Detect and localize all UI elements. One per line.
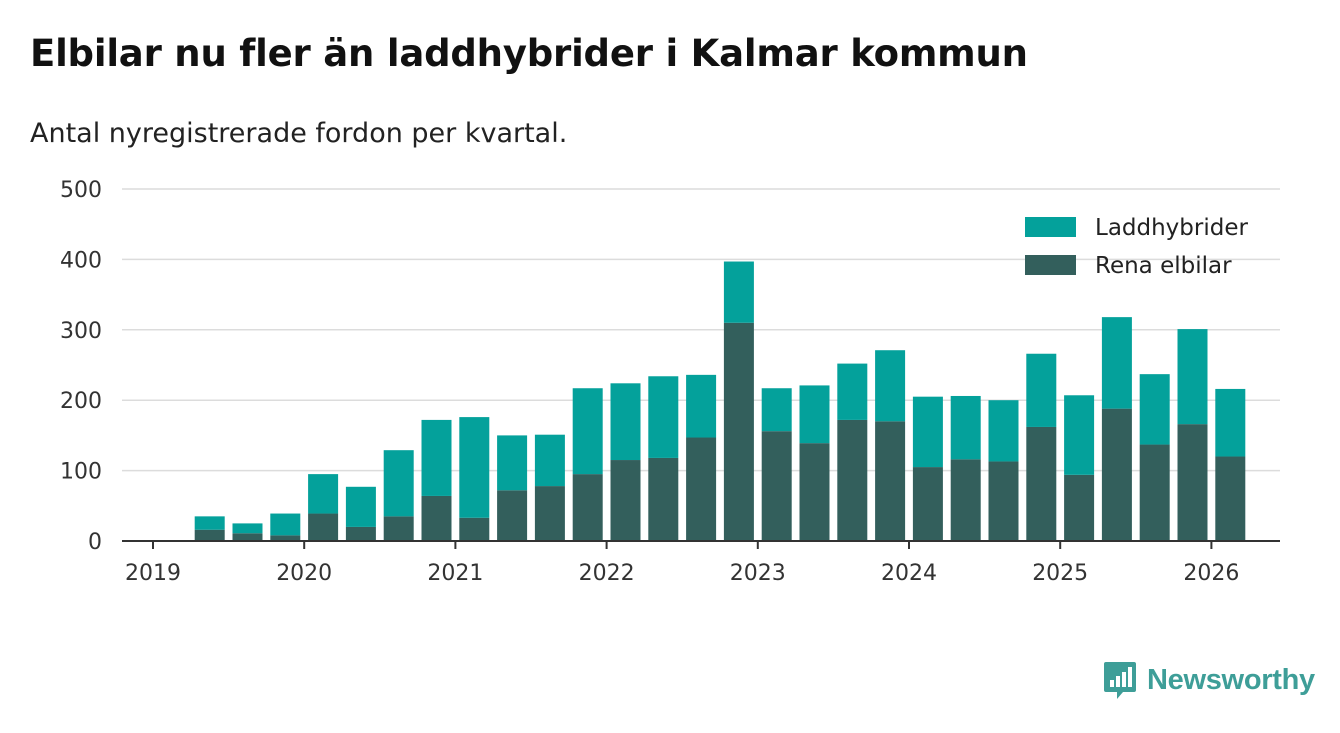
legend-swatch <box>1025 255 1076 275</box>
bar-laddhybrider <box>1215 388 1246 457</box>
bar-laddhybrider <box>1026 353 1057 427</box>
bar-rena-elbilar <box>912 467 943 541</box>
bar-laddhybrider <box>912 396 943 468</box>
bar-rena-elbilar <box>648 457 679 541</box>
chart-subtitle: Antal nyregistrerade fordon per kvartal. <box>30 118 568 149</box>
bar-rena-elbilar <box>1064 474 1095 541</box>
bar-laddhybrider <box>421 419 452 496</box>
bar-rena-elbilar <box>610 460 641 541</box>
y-axis: 0 100 200 300 400 500 <box>60 178 102 555</box>
bar-laddhybrider <box>345 486 376 527</box>
bar-rena-elbilar <box>1101 408 1132 541</box>
bar-rena-elbilar <box>686 437 717 541</box>
x-tick-label: 2023 <box>730 561 786 586</box>
bar-laddhybrider <box>194 516 225 530</box>
bar-rena-elbilar <box>1215 456 1246 541</box>
x-tick-label: 2019 <box>125 561 181 586</box>
x-tick-label: 2021 <box>427 561 483 586</box>
y-tick-label: 200 <box>60 389 102 414</box>
bar-laddhybrider <box>308 474 339 514</box>
x-tick-label: 2026 <box>1183 561 1239 586</box>
bar-rena-elbilar <box>875 421 906 541</box>
bar-rena-elbilar <box>723 322 754 541</box>
bar-rena-elbilar <box>194 529 225 541</box>
bar-laddhybrider <box>497 435 528 491</box>
bar-laddhybrider <box>875 350 906 422</box>
y-tick-label: 500 <box>60 178 102 203</box>
bar-laddhybrider <box>799 385 830 444</box>
bar-rena-elbilar <box>1139 444 1170 541</box>
bar-laddhybrider <box>1139 374 1170 445</box>
bar-laddhybrider <box>988 400 1019 462</box>
bar-laddhybrider <box>1177 329 1208 425</box>
bar-rena-elbilar <box>950 459 981 541</box>
bar-laddhybrider <box>761 388 792 432</box>
bar-rena-elbilar <box>421 495 452 541</box>
bar-rena-elbilar <box>534 486 565 541</box>
bar-laddhybrider <box>837 363 868 420</box>
bar-laddhybrider <box>1101 317 1132 409</box>
bar-chart-speech-bubble-icon <box>1104 662 1136 699</box>
brand-logo[interactable]: Newsworthy <box>1103 660 1315 700</box>
x-tick-label: 2022 <box>579 561 635 586</box>
y-tick-label: 0 <box>88 530 102 555</box>
y-tick-label: 100 <box>60 460 102 485</box>
chart-title: Elbilar nu fler än laddhybrider i Kalmar… <box>30 32 1028 75</box>
bar-laddhybrider <box>1064 395 1095 475</box>
bar-laddhybrider <box>534 434 565 487</box>
x-tick-label: 2025 <box>1032 561 1088 586</box>
legend-swatch <box>1025 217 1076 237</box>
x-axis: 2019 2020 2021 2022 2023 2024 2025 2026 <box>122 540 1280 586</box>
bar-rena-elbilar <box>308 513 339 541</box>
x-tick-label: 2024 <box>881 561 937 586</box>
bar-rena-elbilar <box>1177 424 1208 541</box>
legend-label: Rena elbilar <box>1095 253 1232 279</box>
bar-laddhybrider <box>459 417 490 518</box>
x-tick-label: 2020 <box>276 561 332 586</box>
legend: Laddhybrider Rena elbilar <box>1025 215 1248 279</box>
bar-rena-elbilar <box>383 516 414 541</box>
bars <box>194 261 1246 541</box>
legend-label: Laddhybrider <box>1095 215 1248 241</box>
bar-laddhybrider <box>383 450 414 517</box>
bar-laddhybrider <box>232 523 263 534</box>
bar-rena-elbilar <box>799 443 830 541</box>
bar-rena-elbilar <box>572 474 603 541</box>
bar-laddhybrider <box>648 376 679 458</box>
bar-rena-elbilar <box>988 461 1019 541</box>
bar-laddhybrider <box>686 374 717 438</box>
brand-name: Newsworthy <box>1147 663 1315 696</box>
bar-rena-elbilar <box>497 490 528 541</box>
bar-rena-elbilar <box>459 517 490 541</box>
bar-rena-elbilar <box>837 419 868 541</box>
bar-laddhybrider <box>572 388 603 475</box>
bar-rena-elbilar <box>1026 426 1057 541</box>
bar-rena-elbilar <box>345 526 376 541</box>
bar-rena-elbilar <box>761 431 792 541</box>
bar-rena-elbilar <box>270 535 301 541</box>
y-tick-label: 300 <box>60 319 102 344</box>
bar-laddhybrider <box>950 395 981 460</box>
bar-rena-elbilar <box>232 533 263 541</box>
bar-laddhybrider <box>270 513 301 536</box>
y-tick-label: 400 <box>60 248 102 273</box>
bar-laddhybrider <box>723 261 754 323</box>
bar-laddhybrider <box>610 383 641 461</box>
